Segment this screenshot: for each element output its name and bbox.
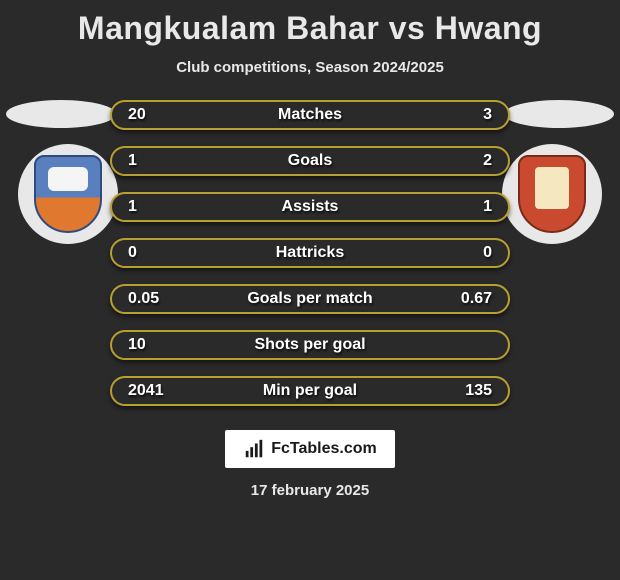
stat-row: 20Matches3	[110, 100, 510, 130]
stat-label: Shots per goal	[112, 336, 508, 354]
bar-chart-icon	[243, 438, 265, 460]
stat-row: 2041Min per goal135	[110, 376, 510, 406]
stat-value-right: 3	[442, 106, 492, 124]
player-shadow-left	[6, 100, 116, 128]
date-label: 17 february 2025	[0, 482, 620, 499]
stat-value-right: 0.67	[442, 290, 492, 308]
stat-row: 0Hattricks0	[110, 238, 510, 268]
stat-value-right: 135	[442, 382, 492, 400]
source-label: FcTables.com	[271, 440, 377, 458]
stat-value-right: 1	[442, 198, 492, 216]
stat-row: 1Goals2	[110, 146, 510, 176]
stat-row: 1Assists1	[110, 192, 510, 222]
stat-rows: 20Matches3 1Goals2 1Assists1 0Hattricks0 0.0…	[110, 100, 510, 406]
club-crest-right	[518, 155, 586, 233]
stat-value-right: 0	[442, 244, 492, 262]
player-shadow-right	[504, 100, 614, 128]
club-badge-right	[502, 144, 602, 244]
source-badge: FcTables.com	[225, 430, 395, 468]
club-badge-left	[18, 144, 118, 244]
stat-row: 0.05Goals per match0.67	[110, 284, 510, 314]
stat-value-right: 2	[442, 152, 492, 170]
comparison-panel: 20Matches3 1Goals2 1Assists1 0Hattricks0 0.0…	[0, 100, 620, 406]
footer: FcTables.com	[0, 430, 620, 468]
page-title: Mangkualam Bahar vs Hwang	[0, 0, 620, 47]
club-crest-left	[34, 155, 102, 233]
subtitle: Club competitions, Season 2024/2025	[0, 59, 620, 76]
stat-row: 10Shots per goal	[110, 330, 510, 360]
